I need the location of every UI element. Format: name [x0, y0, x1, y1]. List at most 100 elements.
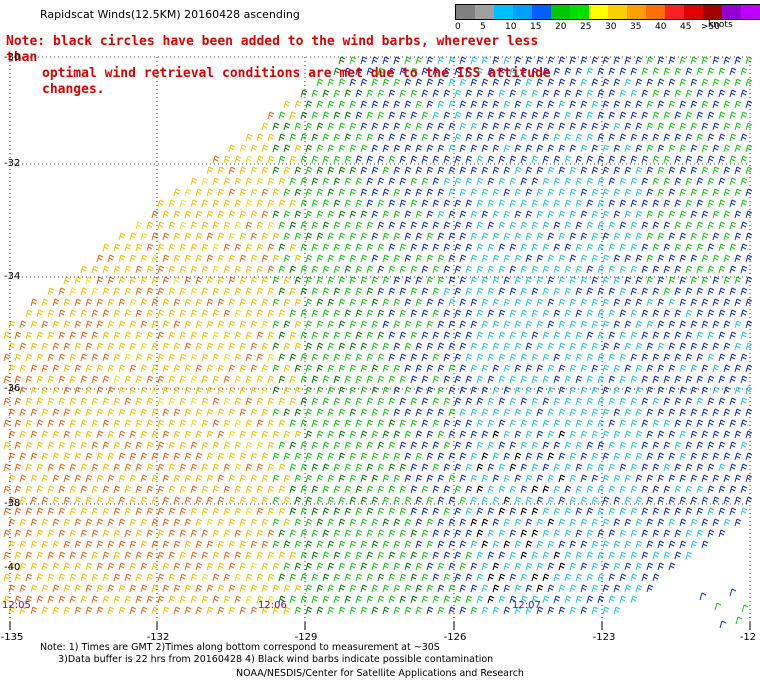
- wind-barb: [685, 507, 693, 516]
- wind-barb: [366, 485, 374, 494]
- wind-barb: [613, 298, 621, 307]
- wind-barb: [674, 551, 682, 560]
- wind-barb: [520, 177, 528, 186]
- wind-barb: [685, 265, 693, 274]
- wind-barb: [234, 177, 242, 186]
- wind-barb: [135, 331, 143, 340]
- wind-barb: [278, 397, 286, 406]
- wind-barb: [47, 375, 55, 384]
- wind-barb: [454, 199, 462, 208]
- wind-barb: [591, 474, 599, 483]
- wind-barb: [553, 177, 561, 186]
- wind-barb: [476, 67, 484, 76]
- time-label-3: 12:07: [512, 600, 541, 611]
- wind-barb: [685, 89, 693, 98]
- wind-barb: [575, 243, 583, 252]
- wind-barb: [190, 463, 198, 472]
- wind-barb: [96, 408, 104, 417]
- wind-barb: [476, 419, 484, 428]
- wind-barb: [393, 386, 401, 395]
- wind-barb: [459, 122, 467, 131]
- wind-barb: [14, 463, 22, 472]
- wind-barb: [657, 188, 665, 197]
- wind-barb: [646, 100, 654, 109]
- lon-label-132: -132: [146, 632, 170, 643]
- wind-barb: [646, 276, 654, 285]
- wind-barb: [388, 199, 396, 208]
- wind-barb: [558, 452, 566, 461]
- wind-barb: [140, 584, 148, 593]
- wind-barb: [8, 606, 16, 615]
- wind-barb: [107, 342, 115, 351]
- wind-barb: [668, 386, 676, 395]
- wind-barb: [723, 144, 731, 153]
- wind-barb: [305, 122, 313, 131]
- wind-barb: [388, 177, 396, 186]
- wind-barb: [443, 199, 451, 208]
- wind-barb: [492, 144, 500, 153]
- wind-barb: [679, 320, 687, 329]
- wind-barb: [487, 529, 495, 538]
- wind-barb: [69, 375, 77, 384]
- wind-barb: [509, 67, 517, 76]
- wind-barb: [740, 397, 748, 406]
- wind-barb: [459, 452, 467, 461]
- wind-barb: [520, 375, 528, 384]
- wind-barb: [707, 397, 715, 406]
- wind-barb: [239, 342, 247, 351]
- wind-barb: [162, 540, 170, 549]
- wind-barb: [734, 56, 742, 65]
- wind-barb: [344, 155, 352, 164]
- wind-barb: [300, 397, 308, 406]
- wind-barb: [575, 155, 583, 164]
- wind-barb: [338, 276, 346, 285]
- wind-barb: [514, 540, 522, 549]
- wind-barb: [14, 375, 22, 384]
- wind-barb: [393, 320, 401, 329]
- wind-barb: [443, 375, 451, 384]
- wind-barb: [542, 551, 550, 560]
- wind-barb: [564, 375, 572, 384]
- wind-barb: [228, 342, 236, 351]
- wind-barb: [536, 166, 544, 175]
- wind-barb: [41, 298, 49, 307]
- wind-barb: [432, 177, 440, 186]
- wind-barb: [723, 276, 731, 285]
- wind-barb: [663, 353, 671, 362]
- wind-barb: [47, 441, 55, 450]
- wind-barb: [481, 210, 489, 219]
- wind-barb: [190, 595, 198, 604]
- wind-barb: [657, 562, 665, 571]
- wind-barb: [256, 485, 264, 494]
- wind-barb: [245, 331, 253, 340]
- wind-barb: [239, 144, 247, 153]
- wind-barb: [575, 111, 583, 120]
- wind-barb: [124, 331, 132, 340]
- wind-barb: [52, 518, 60, 527]
- wind-barb: [338, 232, 346, 241]
- wind-barb: [355, 155, 363, 164]
- wind-barb: [674, 507, 682, 516]
- wind-barb: [366, 287, 374, 296]
- wind-barb: [729, 441, 737, 450]
- wind-barb: [421, 111, 429, 120]
- wind-barb: [465, 133, 473, 142]
- wind-barb: [624, 276, 632, 285]
- wind-barb: [267, 177, 275, 186]
- wind-barb: [157, 419, 165, 428]
- wind-barb: [597, 287, 605, 296]
- wind-barb: [498, 419, 506, 428]
- wind-barb: [212, 155, 220, 164]
- wind-barb: [267, 375, 275, 384]
- wind-barb: [151, 584, 159, 593]
- wind-barb: [58, 353, 66, 362]
- wind-barb: [410, 397, 418, 406]
- wind-barb: [459, 276, 467, 285]
- wind-barb: [239, 496, 247, 505]
- wind-barb: [663, 485, 671, 494]
- wind-barb: [338, 386, 346, 395]
- wind-barb: [674, 177, 682, 186]
- wind-barb: [591, 166, 599, 175]
- wind-barb: [25, 507, 33, 516]
- wind-barb: [146, 573, 154, 582]
